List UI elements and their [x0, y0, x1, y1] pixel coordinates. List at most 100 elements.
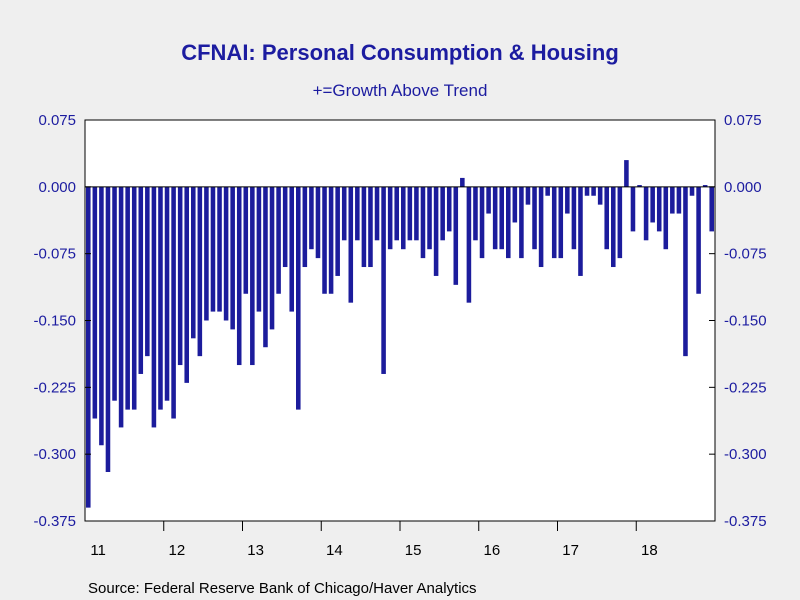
bar [696, 186, 701, 294]
bar [506, 186, 511, 259]
bars [86, 160, 714, 508]
bar [184, 186, 189, 383]
bar [204, 186, 209, 321]
x-tick-label: 18 [641, 542, 658, 559]
chart-subtitle: +=Growth Above Trend [313, 81, 488, 100]
x-axis: 11 12 13 14 15 16 17 18 [90, 521, 658, 559]
bar [322, 186, 327, 294]
bar [650, 186, 655, 223]
y-tick-label: -0.300 [33, 446, 76, 463]
bar [374, 186, 380, 241]
bar [138, 186, 144, 374]
x-tick-label: 15 [405, 542, 422, 559]
bar [387, 186, 393, 250]
y-tick-label: -0.375 [724, 513, 767, 530]
bar [637, 185, 642, 187]
bar [355, 186, 360, 241]
bar [460, 177, 465, 187]
bar [656, 186, 662, 232]
bar [164, 186, 170, 401]
bar [263, 186, 268, 348]
bar [420, 186, 426, 259]
x-tick-label: 16 [484, 542, 501, 559]
bar [92, 186, 98, 419]
bar [578, 186, 583, 276]
bar [256, 186, 262, 312]
bar [381, 186, 386, 374]
bar [151, 186, 157, 428]
bar [394, 186, 399, 241]
y-tick-label: -0.375 [33, 513, 76, 530]
bar [538, 186, 544, 268]
bar [348, 186, 354, 303]
chart-title: CFNAI: Personal Consumption & Housing [181, 40, 619, 65]
bar [558, 186, 564, 259]
bar [112, 186, 117, 401]
bar [328, 186, 334, 294]
y-axis-right: 0.075 0.000 -0.075 -0.150 -0.225 -0.300 -0.375 [709, 112, 767, 530]
bar [479, 186, 485, 259]
bar [519, 186, 524, 259]
y-tick-label: 0.075 [38, 112, 76, 129]
bar [630, 186, 636, 232]
bar [125, 186, 130, 410]
x-tick-label: 13 [247, 542, 264, 559]
y-axis-left: 0.075 0.000 -0.075 -0.150 -0.225 -0.300 -0.375 [33, 112, 91, 530]
bar [689, 186, 695, 196]
bar [676, 186, 682, 214]
bar [591, 186, 596, 196]
bar [230, 186, 235, 330]
bar [492, 186, 498, 250]
bar [486, 186, 491, 214]
bar [223, 186, 229, 321]
bar [158, 186, 163, 410]
bar [250, 186, 255, 366]
bar [624, 160, 629, 187]
bar [440, 186, 445, 241]
bar [86, 186, 91, 508]
bar [289, 186, 294, 312]
y-tick-label: -0.300 [724, 446, 767, 463]
bar [361, 186, 367, 268]
bar [118, 186, 124, 428]
bar [302, 186, 308, 268]
bar [131, 186, 137, 410]
y-tick-label: 0.075 [724, 112, 762, 129]
bar [315, 186, 321, 259]
bar [663, 186, 669, 250]
bar [571, 186, 577, 250]
bar [702, 185, 708, 187]
bar [171, 186, 176, 419]
bar [243, 186, 249, 294]
bar [512, 186, 518, 223]
bar [670, 186, 675, 214]
bar [525, 186, 531, 205]
y-tick-label: 0.000 [724, 179, 762, 196]
bar [341, 186, 347, 241]
y-tick-label: 0.000 [38, 179, 76, 196]
bar [611, 186, 616, 268]
x-tick-label: 14 [326, 542, 343, 559]
bar [433, 186, 439, 276]
y-tick-label: -0.225 [724, 379, 767, 396]
bar [446, 186, 452, 232]
bar [191, 186, 196, 339]
x-tick-label: 17 [562, 542, 579, 559]
bar [105, 186, 111, 472]
bar [453, 186, 459, 285]
bar [197, 186, 203, 357]
bar [368, 186, 373, 268]
bar [499, 186, 504, 250]
y-tick-label: -0.075 [724, 246, 767, 263]
bar [276, 186, 281, 294]
bar [210, 186, 216, 312]
bar [269, 186, 275, 330]
bar [145, 186, 150, 357]
bar [584, 186, 590, 196]
bar [709, 186, 714, 232]
bar [236, 186, 242, 366]
bar [401, 186, 406, 250]
bar [466, 186, 472, 303]
bar [473, 186, 478, 241]
